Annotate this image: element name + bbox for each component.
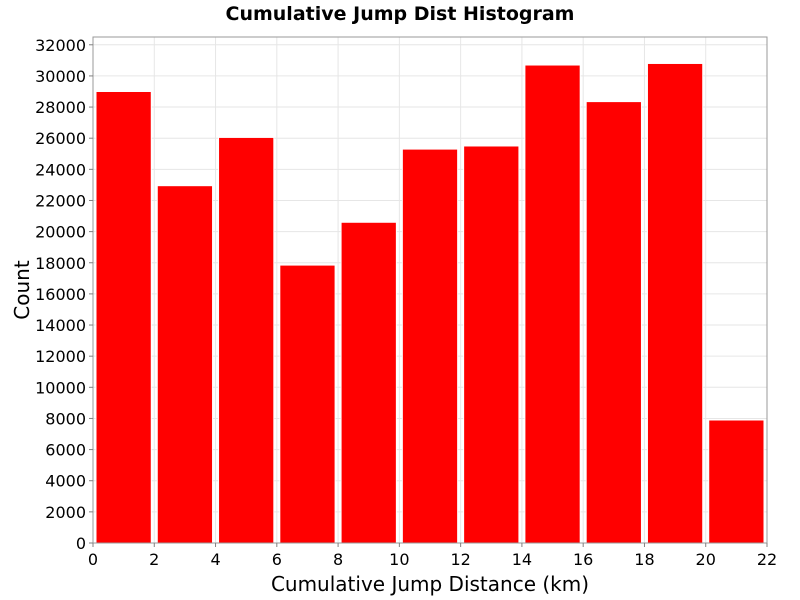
histogram-bar [463, 145, 520, 544]
histogram-bar [218, 136, 275, 544]
y-tick-label: 22000 [35, 191, 86, 210]
y-tick-label: 32000 [35, 36, 86, 55]
y-tick-label: 14000 [35, 316, 86, 335]
x-tick-label: 0 [88, 550, 98, 569]
chart-title: Cumulative Jump Dist Histogram [225, 3, 575, 25]
y-tick-label: 26000 [35, 129, 86, 148]
y-tick-label: 2000 [45, 503, 86, 522]
axis-ticks: 0200040006000800010000120001400016000180… [35, 36, 777, 569]
histogram-bar [279, 264, 336, 544]
x-tick-label: 2 [149, 550, 159, 569]
x-tick-label: 8 [333, 550, 343, 569]
y-tick-label: 4000 [45, 472, 86, 491]
x-tick-label: 6 [272, 550, 282, 569]
x-tick-label: 12 [450, 550, 470, 569]
x-tick-label: 18 [634, 550, 654, 569]
histogram-bar [524, 64, 581, 544]
x-tick-label: 4 [210, 550, 220, 569]
histogram-bar [156, 185, 214, 544]
histogram-bar [585, 101, 642, 544]
x-tick-label: 20 [696, 550, 716, 569]
histogram-bars [95, 62, 765, 544]
x-tick-label: 16 [573, 550, 593, 569]
y-tick-label: 10000 [35, 378, 86, 397]
y-tick-label: 0 [76, 534, 86, 553]
histogram-bar [401, 148, 459, 544]
y-tick-label: 28000 [35, 98, 86, 117]
y-tick-label: 24000 [35, 160, 86, 179]
histogram-bar [95, 90, 152, 544]
y-axis-title: Count [10, 260, 34, 320]
plot-frame [92, 36, 768, 544]
y-tick-label: 18000 [35, 254, 86, 273]
x-axis-title: Cumulative Jump Distance (km) [271, 572, 589, 596]
y-tick-label: 16000 [35, 285, 86, 304]
y-tick-label: 12000 [35, 347, 86, 366]
histogram-bar [646, 62, 704, 544]
y-tick-label: 30000 [35, 67, 86, 86]
histogram-bar [708, 419, 765, 544]
histogram-bar [340, 221, 397, 544]
x-tick-label: 14 [512, 550, 532, 569]
x-tick-label: 22 [757, 550, 777, 569]
y-tick-label: 20000 [35, 223, 86, 242]
y-tick-label: 8000 [45, 409, 86, 428]
y-tick-label: 6000 [45, 441, 86, 460]
x-tick-label: 10 [389, 550, 409, 569]
